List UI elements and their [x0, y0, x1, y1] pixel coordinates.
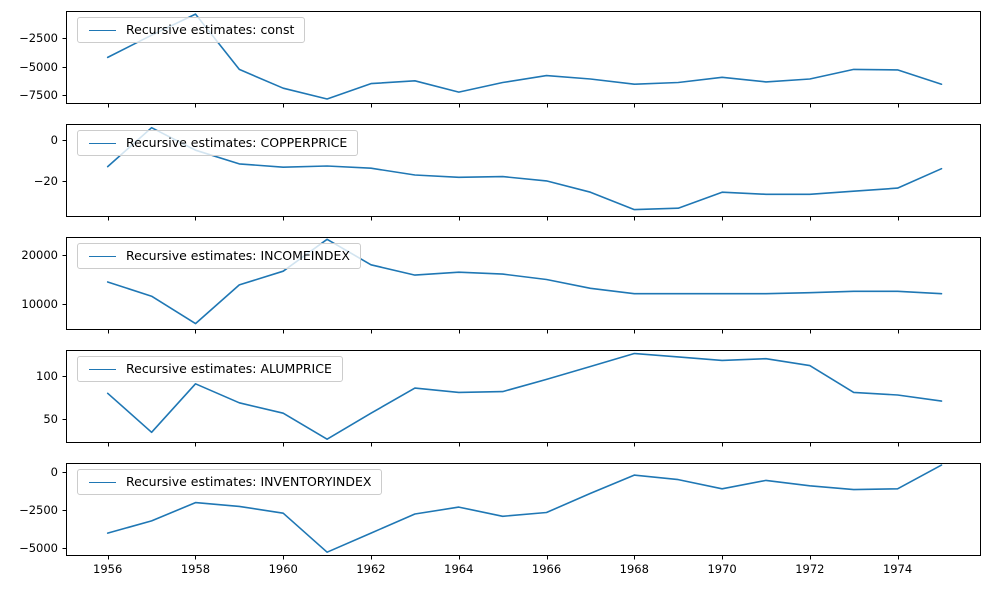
x-tick-label: 1958	[180, 562, 211, 576]
y-tick-label: −20	[33, 173, 58, 188]
legend-subplot-4: Recursive estimates: ALUMPRICE	[77, 356, 343, 382]
y-tick-label: 50	[43, 412, 58, 427]
y-tick-label: 0	[50, 132, 58, 147]
y-tick-label: −5000	[19, 541, 58, 556]
legend-line-sample	[89, 29, 116, 31]
series-line-3	[106, 238, 943, 325]
x-tick-label: 1974	[882, 562, 913, 576]
x-tick-label: 1972	[795, 562, 825, 576]
series-line-1	[106, 13, 943, 100]
y-tick-label: −2500	[19, 31, 58, 45]
axes-spines	[66, 237, 981, 330]
legend-line-sample	[89, 481, 116, 483]
legend-label: Recursive estimates: const	[126, 22, 295, 37]
x-tick-label: 1970	[707, 562, 737, 576]
y-tick-label: −7500	[19, 87, 58, 102]
legend-label: Recursive estimates: ALUMPRICE	[126, 361, 332, 376]
y-tick-label: 10000	[21, 297, 58, 312]
legend-subplot-5: Recursive estimates: INVENTORYINDEX	[77, 469, 383, 495]
series-line-4	[106, 352, 943, 440]
series-line-5	[106, 464, 943, 553]
legend-line-sample	[89, 368, 116, 370]
x-tick-label: 1964	[444, 562, 474, 576]
subplot-3-axes	[62, 237, 981, 334]
x-tick-label: 1956	[93, 562, 123, 576]
x-tick-label: 1966	[531, 562, 562, 576]
legend-line-sample	[89, 255, 116, 257]
x-tick-label: 1960	[268, 562, 298, 576]
legend-subplot-2: Recursive estimates: COPPERPRICE	[77, 130, 359, 156]
legend-label: Recursive estimates: COPPERPRICE	[126, 135, 348, 150]
y-tick-label: 100	[36, 368, 58, 383]
y-tick-label: 0	[50, 465, 58, 479]
x-tick-label: 1962	[356, 562, 386, 576]
axes-spines	[66, 124, 981, 217]
axes-spines	[66, 463, 981, 556]
axes-spines	[66, 350, 981, 443]
legend-label: Recursive estimates: INCOMEINDEX	[126, 248, 350, 263]
y-tick-label: −5000	[19, 59, 58, 74]
y-tick-label: 20000	[21, 247, 58, 262]
subplot-1-axes	[62, 11, 981, 108]
subplot-5-axes	[62, 463, 981, 560]
subplot-2-axes	[62, 124, 981, 221]
y-tick-label: −2500	[19, 503, 58, 518]
series-line-2	[106, 126, 943, 211]
legend-label: Recursive estimates: INVENTORYINDEX	[126, 474, 372, 489]
legend-subplot-3: Recursive estimates: INCOMEINDEX	[77, 243, 361, 269]
legend-subplot-1: Recursive estimates: const	[77, 17, 306, 43]
subplot-4-axes	[62, 350, 981, 447]
legend-line-sample	[89, 142, 116, 144]
x-tick-label: 1968	[619, 562, 649, 576]
axes-spines	[66, 11, 981, 104]
